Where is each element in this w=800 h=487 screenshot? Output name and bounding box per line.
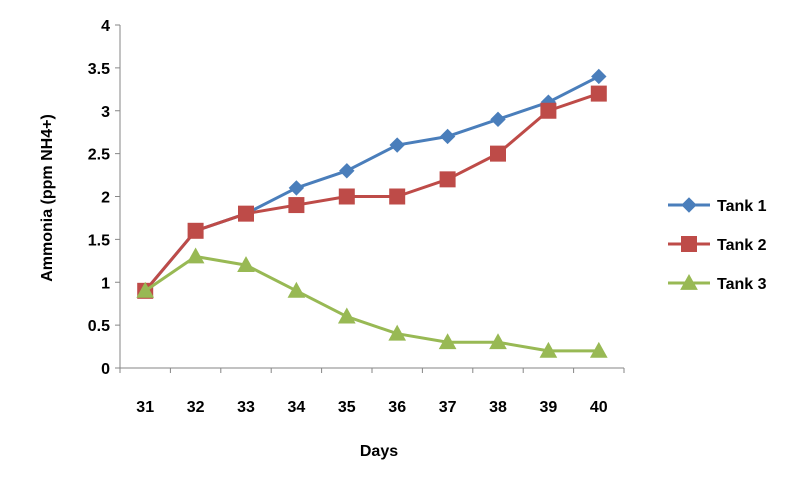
x-axis-title: Days	[360, 443, 398, 460]
y-tick-label: 0.5	[88, 318, 110, 335]
data-point	[136, 281, 155, 298]
legend-label: Tank 2	[717, 237, 767, 254]
data-point	[187, 222, 204, 239]
series-line	[144, 92, 600, 292]
series-line	[144, 255, 599, 353]
data-point	[439, 171, 456, 188]
y-tick-label: 1	[101, 275, 110, 292]
y-axis: 0 0.5 1 1.5 2 2.5 3 3.5 4	[88, 18, 121, 378]
data-point	[490, 145, 506, 162]
data-point	[590, 85, 607, 102]
data-point	[489, 333, 507, 350]
x-tick-label: 31	[136, 399, 154, 416]
data-point	[339, 163, 355, 179]
data-point	[186, 247, 205, 264]
legend: Tank 1 Tank 2 Tank 3	[668, 197, 767, 293]
data-point	[539, 341, 558, 358]
data-point	[389, 137, 405, 153]
series-tank-2	[137, 85, 607, 299]
data-point	[438, 333, 457, 350]
x-tick-label: 39	[540, 399, 558, 416]
y-tick-label: 1.5	[88, 232, 110, 249]
legend-marker	[681, 197, 697, 213]
x-axis: 31 32 33 34 35 36 37 38 39 40	[119, 367, 625, 416]
data-point	[490, 111, 506, 128]
data-point	[237, 256, 255, 272]
data-point	[540, 102, 557, 119]
legend-item: Tank 3	[668, 273, 767, 293]
data-point	[389, 188, 406, 205]
x-tick-label: 37	[439, 399, 457, 416]
y-tick-label: 2	[101, 190, 110, 207]
data-point	[338, 188, 355, 205]
x-tick-label: 33	[237, 399, 255, 416]
series-tank-1	[137, 68, 607, 299]
x-tick-label: 32	[187, 399, 205, 416]
x-tick-label: 38	[489, 399, 507, 416]
x-tick-label: 40	[590, 399, 608, 416]
x-tick-label: 34	[288, 399, 306, 416]
data-point	[288, 180, 305, 196]
x-tick-label: 35	[338, 399, 356, 416]
y-tick-label: 0	[101, 361, 110, 378]
data-point	[288, 197, 305, 214]
data-point	[238, 205, 254, 222]
legend-item: Tank 2	[668, 236, 767, 254]
legend-label: Tank 3	[717, 276, 767, 293]
y-tick-label: 3	[101, 104, 110, 121]
data-point	[388, 324, 407, 341]
x-tick-label: 36	[388, 399, 406, 416]
data-point	[591, 68, 607, 85]
legend-label: Tank 1	[717, 198, 767, 215]
y-tick-label: 4	[101, 18, 110, 35]
data-point	[287, 281, 306, 298]
data-point	[589, 341, 608, 358]
legend-marker	[680, 273, 698, 290]
data-point	[439, 128, 456, 145]
legend-item: Tank 1	[668, 197, 767, 215]
series-tank-3	[136, 247, 608, 358]
data-point	[337, 307, 356, 324]
series-area	[136, 68, 608, 358]
legend-marker	[681, 236, 697, 252]
y-tick-label: 3.5	[88, 61, 110, 78]
y-tick-label: 2.5	[88, 147, 110, 164]
y-axis-title: Ammonia (ppm NH4+)	[39, 114, 56, 282]
